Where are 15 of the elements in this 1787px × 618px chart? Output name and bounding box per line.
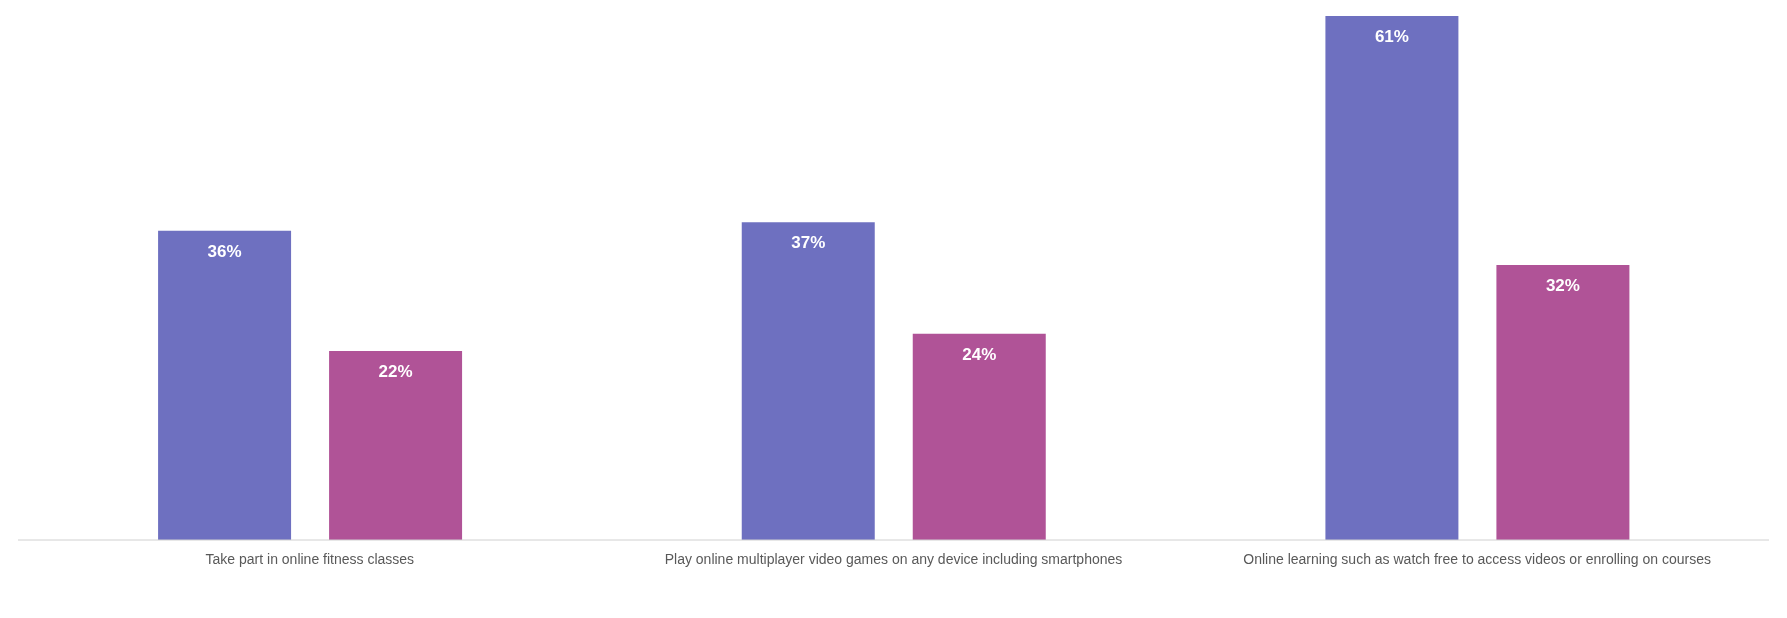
bar: [158, 230, 292, 540]
data-label: 32%: [1545, 276, 1580, 296]
bar: [912, 333, 1046, 540]
data-label: 36%: [207, 241, 242, 261]
data-label: 24%: [962, 344, 997, 364]
x-tick-label: Online learning such as watch free to access videos or enrolling on courses: [1243, 551, 1712, 567]
data-label: 61%: [1374, 27, 1409, 47]
data-label: 37%: [791, 233, 826, 253]
bar: [329, 351, 463, 540]
x-tick-label: Take part in online fitness classes: [205, 551, 415, 567]
x-tick-label: Play online multiplayer video games on any device including smartphones: [664, 551, 1123, 567]
bar: [741, 222, 875, 540]
bar: [1325, 16, 1459, 540]
data-label: 22%: [378, 362, 413, 382]
bar: [1496, 265, 1630, 540]
